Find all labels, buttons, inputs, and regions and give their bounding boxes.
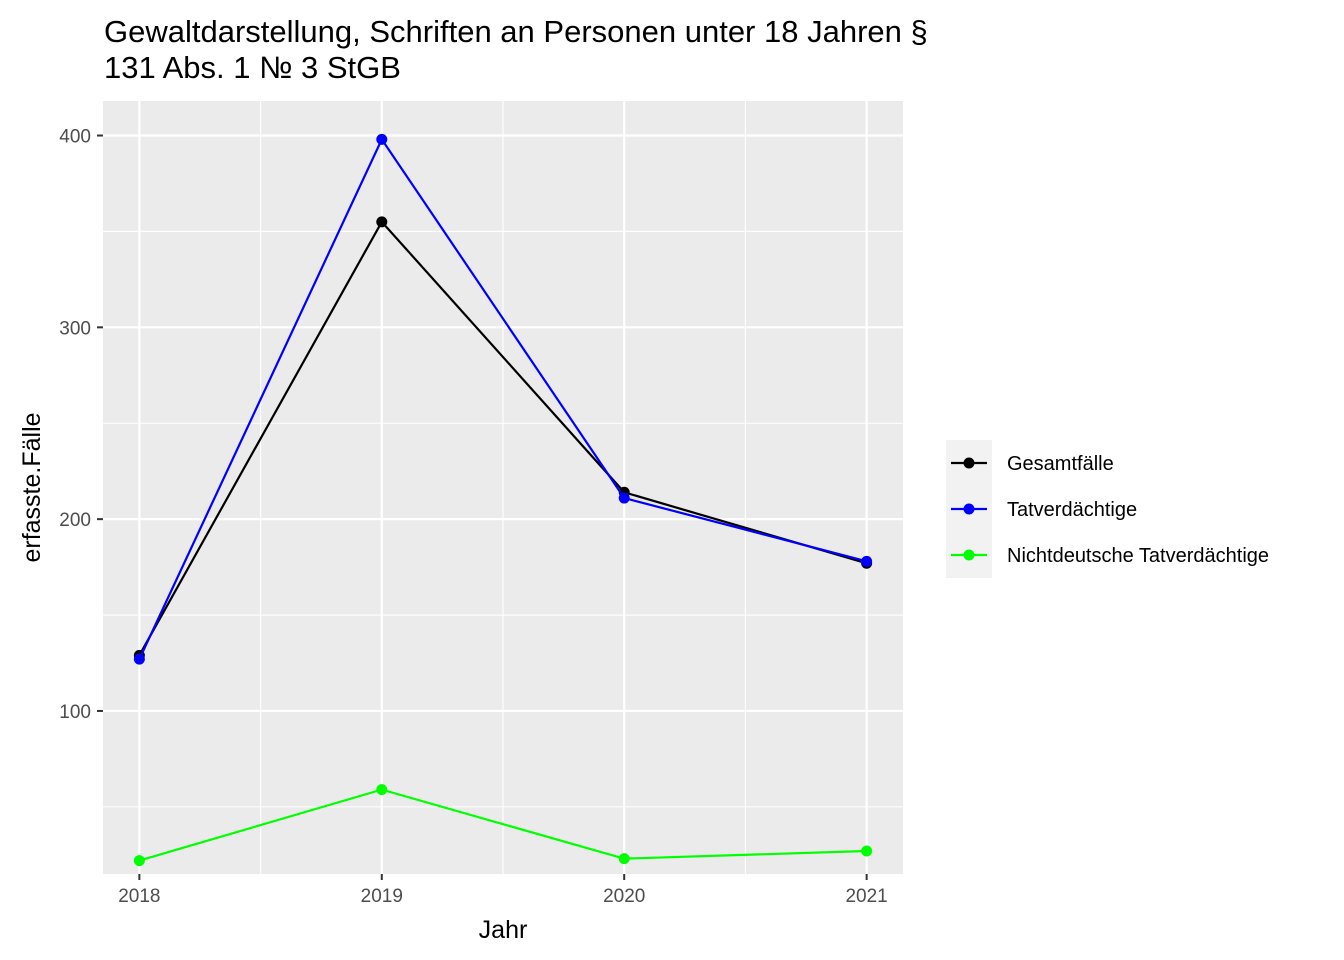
series-layer [133,133,873,867]
legend-label: Nichtdeutsche Tatverdächtige [1007,545,1269,567]
data-point [861,555,873,567]
x-tick-labels: 2018 2019 2020 2021 [118,886,888,907]
chart-title-line-2: 131 Abs. 1 № 3 StGB [104,50,401,85]
series-line [138,219,867,656]
legend-key-point [963,457,975,469]
series-line [138,137,867,660]
x-axis-title: Jahr [479,916,528,944]
data-point [618,492,630,504]
legend-key-point [963,549,975,561]
legend-label: Gesamtfälle [1007,453,1114,475]
y-tick-label: 200 [59,510,91,531]
x-tick-label: 2018 [118,886,160,907]
legend-label: Tatverdächtige [1007,499,1137,521]
grid-minor-lines [103,101,903,874]
chart-title-line-1: Gewaltdarstellung, Schriften an Personen… [104,14,928,49]
data-point [618,853,630,865]
data-point [133,653,145,665]
legend-key-point [963,503,975,515]
series-line [139,788,867,862]
data-point [376,216,388,228]
series-2 [133,784,873,867]
y-tick-label: 300 [59,318,91,339]
x-tick-label: 2019 [361,886,403,907]
y-axis-title: erfasste.Fälle [18,412,46,562]
y-tick-label: 100 [59,702,91,723]
x-tick-label: 2021 [845,886,887,907]
axis-ticks [97,134,868,880]
y-tick-labels: 100 200 300 400 [59,127,91,723]
data-point [376,784,388,796]
data-point [376,133,388,145]
x-tick-label: 2020 [603,886,645,907]
data-point [861,845,873,857]
data-point [133,855,145,867]
series-1 [133,133,873,665]
legend: Gesamtfälle Tatverdächtige Nichtdeutsche T… [946,440,1269,578]
y-tick-label: 400 [59,127,91,148]
